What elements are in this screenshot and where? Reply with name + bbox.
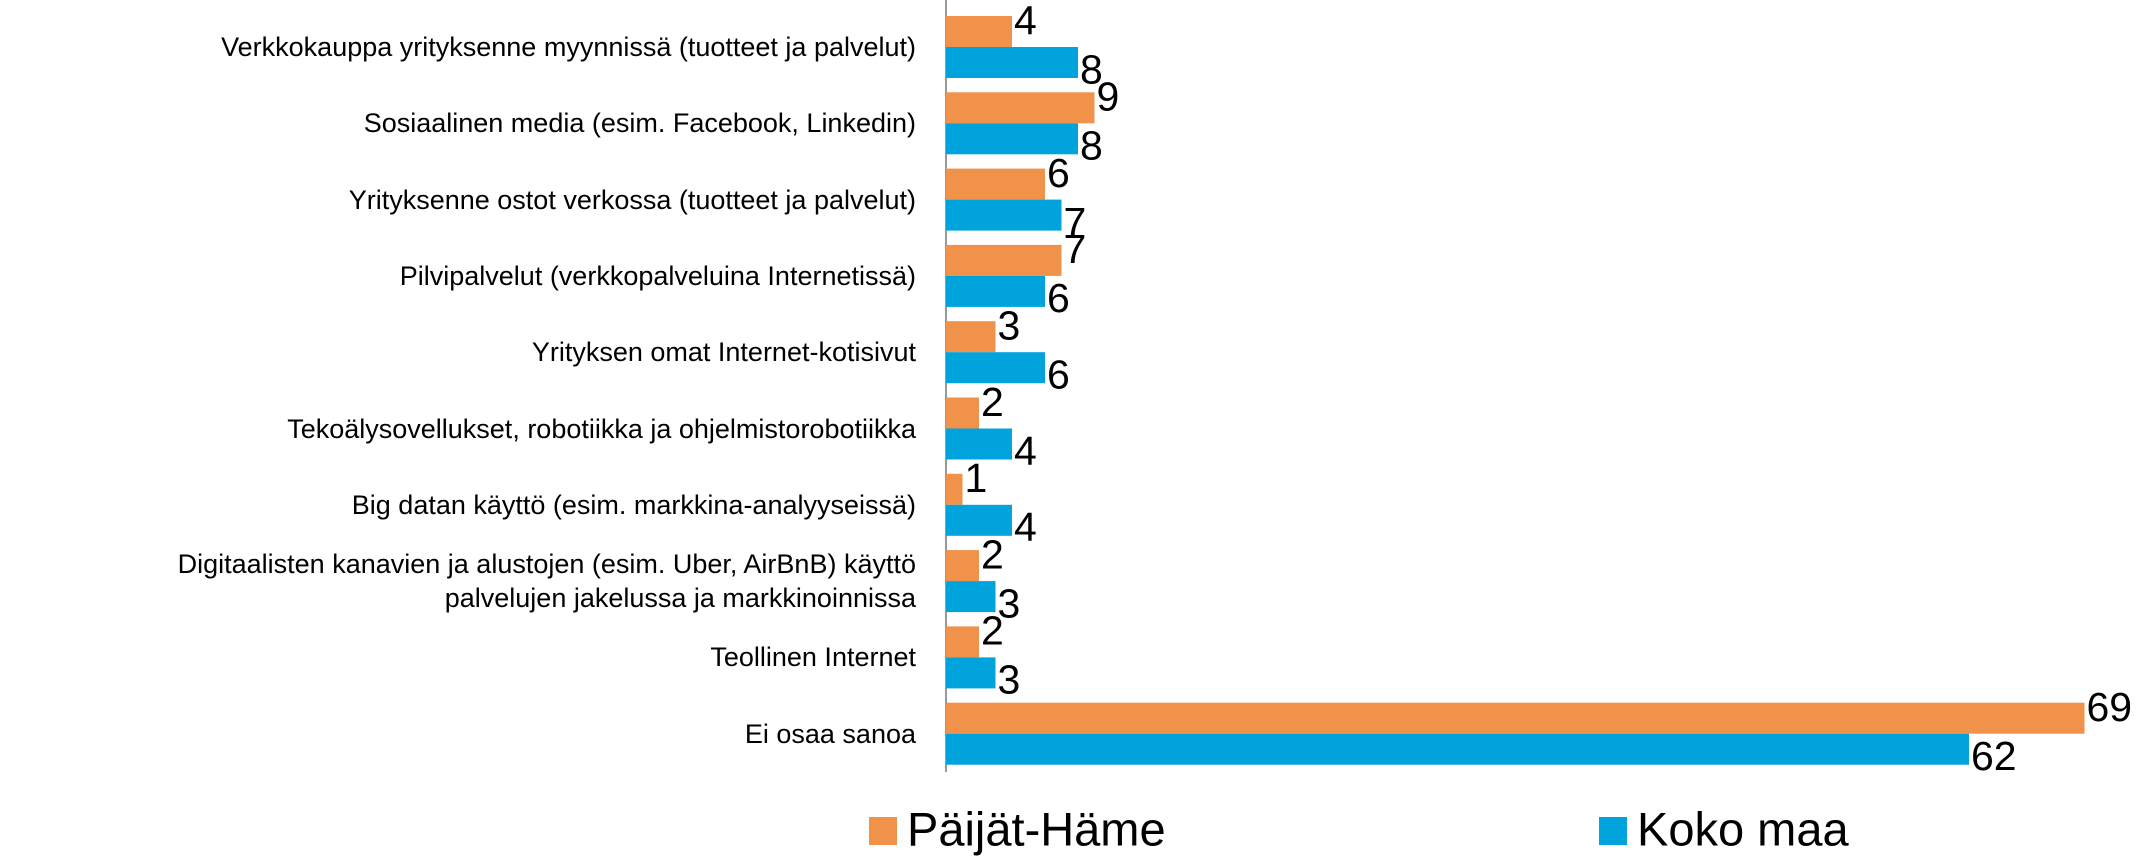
value-label: 7 — [1064, 226, 1087, 272]
value-label: 8 — [1080, 123, 1103, 169]
category-label: Sosiaalinen media (esim. Facebook, Linke… — [363, 108, 916, 139]
bar — [946, 626, 979, 658]
bar — [946, 397, 979, 429]
value-label: 69 — [2087, 684, 2133, 730]
bar — [946, 473, 963, 505]
value-label: 2 — [981, 379, 1004, 425]
bar — [946, 733, 1969, 765]
legend-swatch — [1599, 817, 1627, 845]
bar — [946, 581, 996, 613]
value-label: 7 — [1064, 199, 1087, 245]
value-label: 2 — [981, 608, 1004, 654]
category-label: Big datan käyttö (esim. markkina-analyys… — [351, 489, 916, 520]
value-label: 3 — [998, 580, 1021, 626]
bar — [946, 657, 996, 689]
bar — [946, 244, 1062, 276]
bar — [946, 275, 1045, 307]
category-label: Digitaalisten kanavien ja alustojen (esi… — [177, 549, 916, 614]
value-label: 6 — [1047, 150, 1070, 196]
bar — [946, 47, 1078, 78]
category-label: Yrityksen omat Internet-kotisivut — [531, 337, 916, 368]
bar — [946, 168, 1045, 200]
category-label: Ei osaa sanoa — [744, 718, 916, 749]
value-label: 3 — [998, 657, 1021, 703]
legend-label: Koko maa — [1637, 802, 1849, 855]
bar — [946, 702, 2085, 734]
legend-label: Päijät-Häme — [907, 802, 1166, 855]
value-label: 2 — [981, 531, 1004, 577]
value-label: 9 — [1097, 74, 1120, 120]
value-label: 8 — [1080, 46, 1103, 92]
category-label: Pilvipalvelut (verkkopalveluina Internet… — [399, 260, 916, 291]
category-label: Verkkokauppa yrityksenne myynnissä (tuot… — [221, 32, 916, 62]
bar — [946, 321, 996, 353]
bar — [946, 123, 1078, 155]
value-label: 6 — [1047, 275, 1070, 321]
value-label: 4 — [1014, 504, 1037, 550]
bar — [946, 504, 1012, 536]
value-label: 3 — [998, 303, 1021, 349]
value-label: 6 — [1047, 352, 1070, 398]
bar — [946, 428, 1012, 460]
value-label: 62 — [1971, 733, 2017, 779]
bar — [946, 199, 1062, 231]
value-label: 4 — [1014, 428, 1037, 474]
category-label: Teollinen Internet — [710, 642, 916, 673]
bar — [946, 550, 979, 582]
value-label: 4 — [1014, 0, 1037, 43]
bar — [946, 92, 1095, 124]
value-label: 1 — [965, 455, 988, 501]
bar — [946, 352, 1045, 384]
category-label: Yrityksenne ostot verkossa (tuotteet ja … — [348, 184, 916, 215]
category-label: Tekoälysovellukset, robotiikka ja ohjelm… — [287, 413, 916, 444]
bar — [946, 16, 1012, 47]
legend-swatch — [869, 817, 897, 845]
